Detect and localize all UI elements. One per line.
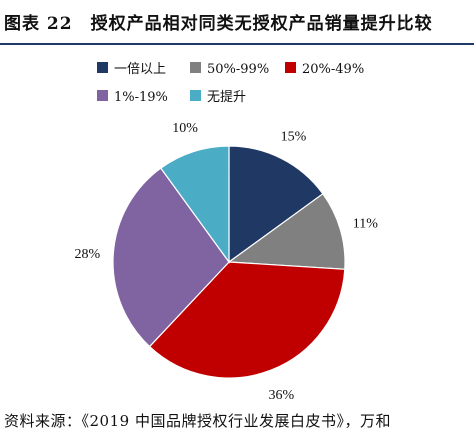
pie-chart: 一倍以上 50%-99% 20%-49% 1%-19% 无提升 15% 11% 36% 28%…	[74, 62, 378, 403]
figure-header: 图表 22 授权产品相对同类无授权产品销量提升比较	[0, 0, 474, 45]
chart-legend: 一倍以上 50%-99% 20%-49% 1%-19% 无提升	[97, 62, 364, 105]
pie-slice-1	[228, 145, 324, 264]
legend-item-1: 一倍以上	[97, 62, 166, 77]
title-divider	[0, 43, 474, 45]
slice-label-3: 36%	[268, 388, 294, 403]
pie-labels: 15% 11% 36% 28% 10%	[74, 121, 378, 403]
slice-label-5: 10%	[172, 121, 198, 136]
legend-item-2: 50%-99%	[190, 62, 269, 77]
source-note: 资料来源：《2019 中国品牌授权行业发展白皮书》，万和	[4, 412, 391, 430]
slice-label-1: 15%	[281, 129, 307, 144]
pie-slice-3	[148, 261, 346, 379]
pie-slices	[112, 145, 346, 379]
pie-slice-4	[112, 167, 230, 348]
legend-item-4: 1%-19%	[97, 90, 168, 105]
pie-slice-2	[227, 192, 346, 270]
legend-label: 无提升	[207, 89, 246, 105]
legend-swatch	[190, 62, 201, 73]
legend-label: 20%-49%	[302, 62, 364, 77]
figure-title: 图表 22 授权产品相对同类无授权产品销量提升比较	[4, 14, 433, 34]
slice-label-2: 11%	[353, 216, 378, 231]
legend-item-3: 20%-49%	[285, 62, 364, 77]
legend-label: 1%-19%	[114, 90, 168, 105]
legend-swatch	[97, 62, 108, 73]
pie-slice-5	[159, 145, 230, 264]
legend-swatch	[190, 90, 201, 101]
legend-label: 50%-99%	[207, 62, 269, 77]
legend-swatch	[97, 90, 108, 101]
slice-label-4: 28%	[74, 247, 100, 262]
legend-item-5: 无提升	[190, 89, 246, 105]
legend-swatch	[285, 62, 296, 73]
legend-label: 一倍以上	[114, 62, 166, 77]
